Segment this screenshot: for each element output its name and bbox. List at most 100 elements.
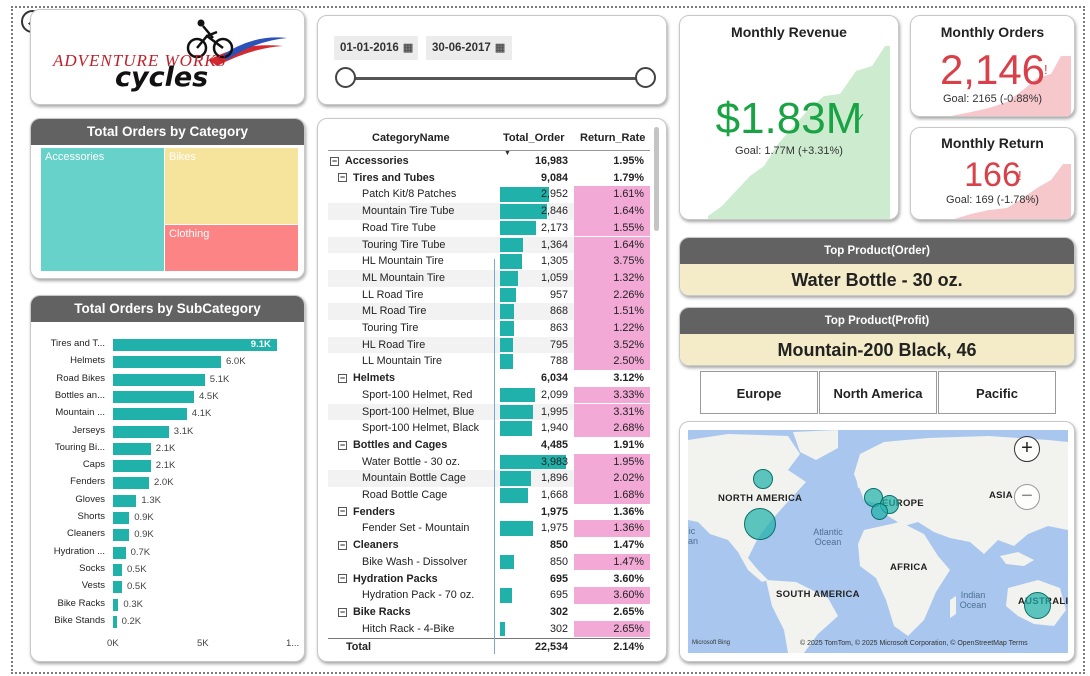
subcategory-bar[interactable] [113, 477, 149, 490]
subcategory-bar[interactable] [113, 356, 221, 369]
subcategory-bar[interactable] [113, 546, 126, 559]
vertical-scrollbar[interactable] [654, 127, 659, 231]
table-row[interactable]: Touring Tire Tube 1,364 1.64% [328, 236, 650, 254]
table-group-row[interactable]: − Fenders 1,975 1.36% [328, 504, 650, 521]
collapse-icon[interactable]: − [338, 372, 347, 383]
bubble-france[interactable] [871, 503, 888, 520]
table-row[interactable]: Road Bottle Cage 1,668 1.68% [328, 487, 650, 504]
collapse-icon[interactable]: − [338, 606, 347, 617]
table-group-row[interactable]: − Helmets 6,034 3.12% [328, 370, 650, 387]
zoom-out-icon[interactable]: − [1014, 484, 1040, 510]
table-row[interactable]: Bike Wash - Dissolver 850 1.47% [328, 553, 650, 571]
order-cell: 4,485 [500, 437, 572, 454]
subcategory-bar[interactable] [113, 563, 122, 576]
table-row[interactable]: LL Road Tire 957 2.26% [328, 286, 650, 304]
subcategory-bar[interactable] [113, 460, 151, 473]
subcategory-value: 2.0K [154, 477, 174, 489]
subcategory-bar[interactable] [113, 390, 194, 403]
return-rate-cell: 2.65% [613, 605, 644, 618]
slider-end-handle[interactable] [635, 67, 656, 88]
column-header-return-rate[interactable]: Return_Rate [580, 132, 646, 144]
subcategory-bar[interactable] [113, 442, 151, 455]
subcategory-bar[interactable] [113, 408, 187, 421]
row-name-cell: Fender Set - Mountain [328, 520, 500, 537]
table-row[interactable]: LL Mountain Tire 788 2.50% [328, 353, 650, 371]
calendar-icon: ▦ [402, 42, 414, 54]
return-rate-cell: 3.12% [613, 372, 644, 385]
total-return-rate: 2.14% [613, 641, 644, 653]
row-name: LL Mountain Tire [362, 355, 443, 368]
subcategory-bar[interactable] [113, 581, 122, 594]
treemap-tile-accessories[interactable]: Accessories [41, 148, 164, 271]
table-group-row[interactable]: − Bottles and Cages 4,485 1.91% [328, 437, 650, 454]
table-row[interactable]: Sport-100 Helmet, Blue 1,995 3.31% [328, 403, 650, 421]
table-row[interactable]: Water Bottle - 30 oz. 3,983 1.95% [328, 453, 650, 471]
table-row[interactable]: HL Mountain Tire 1,305 3.75% [328, 253, 650, 270]
table-row[interactable]: HL Road Tire 795 3.52% [328, 336, 650, 354]
table-group-row[interactable]: − Bike Racks 302 2.65% [328, 604, 650, 621]
map-viewport[interactable]: NORTH AMERICA EUROPE ASIA AFRICA SOUTH A… [688, 430, 1068, 653]
table-row[interactable]: Sport-100 Helmet, Red 2,099 3.33% [328, 386, 650, 404]
table-row[interactable]: Mountain Bottle Cage 1,896 2.02% [328, 470, 650, 487]
table-group-row[interactable]: − Hydration Packs 695 3.60% [328, 571, 650, 588]
table-row[interactable]: Patch Kit/8 Patches 2,952 1.61% [328, 186, 650, 204]
region-button-europe[interactable]: Europe [700, 371, 818, 414]
subcategory-bar[interactable] [113, 494, 137, 507]
table-row[interactable]: Road Tire Tube 2,173 1.55% [328, 219, 650, 237]
bubble-australia[interactable] [1024, 592, 1051, 619]
subcategory-bar[interactable] [113, 529, 130, 542]
subcategory-bar[interactable] [113, 339, 277, 351]
table-row[interactable]: Mountain Tire Tube 2,846 1.64% [328, 203, 650, 220]
collapse-icon[interactable]: − [338, 439, 347, 450]
order-value: 9,084 [540, 171, 568, 184]
column-header-total-order[interactable]: Total_Order [503, 132, 565, 144]
bubble-united-states[interactable] [744, 508, 776, 540]
subcategory-bar[interactable] [113, 512, 130, 524]
row-name-cell: LL Road Tire [328, 287, 500, 304]
bing-logo: Microsoft Bing [692, 640, 731, 646]
collapse-icon[interactable]: − [338, 506, 347, 517]
table-row[interactable]: ML Road Tire 868 1.51% [328, 303, 650, 320]
revenue-trend-area [708, 46, 890, 219]
collapse-icon[interactable]: − [338, 573, 347, 584]
region-button-north-america[interactable]: North America [819, 371, 937, 414]
row-name-cell: HL Mountain Tire [328, 253, 500, 270]
table-row[interactable]: Sport-100 Helmet, Black 1,940 2.68% [328, 420, 650, 437]
collapse-icon[interactable]: − [338, 539, 347, 550]
table-row[interactable]: Hydration Pack - 70 oz. 695 3.60% [328, 587, 650, 604]
bubble-canada[interactable] [753, 469, 773, 489]
treemap-tile-clothing[interactable]: Clothing [165, 225, 298, 271]
start-date-field[interactable]: 01-01-2016 ▦ [334, 36, 418, 60]
table-group-row[interactable]: − Tires and Tubes 9,084 1.79% [328, 170, 650, 187]
collapse-icon[interactable]: − [330, 155, 339, 166]
subcategory-bar[interactable] [113, 425, 169, 438]
subcategory-label: Mountain ... [55, 407, 105, 419]
zoom-in-icon[interactable]: + [1014, 436, 1040, 462]
table-row[interactable]: Fender Set - Mountain 1,975 1.36% [328, 520, 650, 538]
table-row[interactable]: ML Mountain Tire 1,059 1.32% [328, 269, 650, 287]
region-button-pacific[interactable]: Pacific [938, 371, 1056, 414]
treemap-tile-bikes[interactable]: Bikes [165, 148, 298, 224]
subcategory-label: Road Bikes [56, 372, 105, 384]
map-attribution[interactable]: © 2025 TomTom, © 2025 Microsoft Corporat… [800, 640, 1028, 647]
table-row[interactable]: Touring Tire 863 1.22% [328, 320, 650, 337]
end-date-field[interactable]: 30-06-2017 ▦ [426, 36, 512, 60]
subcategory-bar[interactable] [113, 598, 119, 611]
collapse-icon[interactable]: − [338, 172, 347, 183]
row-name: HL Road Tire [362, 338, 426, 351]
order-databar [500, 354, 514, 370]
order-cell: 1,975 [500, 504, 572, 521]
subcategory-bar[interactable] [113, 373, 205, 386]
map-label-africa: AFRICA [890, 562, 928, 573]
table-group-row[interactable]: − Accessories 16,983 1.95% [328, 153, 650, 170]
slider-start-handle[interactable] [335, 67, 356, 88]
table-group-row[interactable]: − Cleaners 850 1.47% [328, 537, 650, 554]
subcategory-bar[interactable] [113, 615, 117, 628]
order-value: 4,485 [540, 438, 568, 451]
table-row[interactable]: Hitch Rack - 4-Bike 302 2.65% [328, 620, 650, 637]
column-header-category[interactable]: CategoryName [372, 132, 450, 144]
subcategory-value: 0.9K [134, 529, 154, 541]
return-rate-cell: 3.60% [574, 587, 650, 604]
ocean-label-pacific-partial: ic an [688, 526, 699, 546]
